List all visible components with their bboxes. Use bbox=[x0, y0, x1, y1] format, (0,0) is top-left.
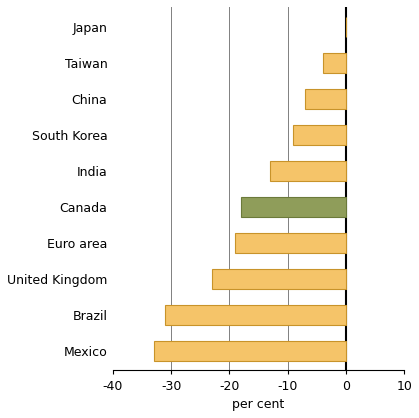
Bar bbox=[235, 233, 346, 252]
Bar bbox=[270, 161, 346, 181]
Bar bbox=[323, 53, 346, 73]
Bar bbox=[305, 89, 346, 109]
Bar bbox=[166, 305, 346, 325]
Bar bbox=[154, 341, 346, 361]
X-axis label: per cent: per cent bbox=[233, 398, 285, 411]
Bar bbox=[293, 125, 346, 145]
Bar bbox=[241, 197, 346, 217]
Bar bbox=[212, 269, 346, 288]
